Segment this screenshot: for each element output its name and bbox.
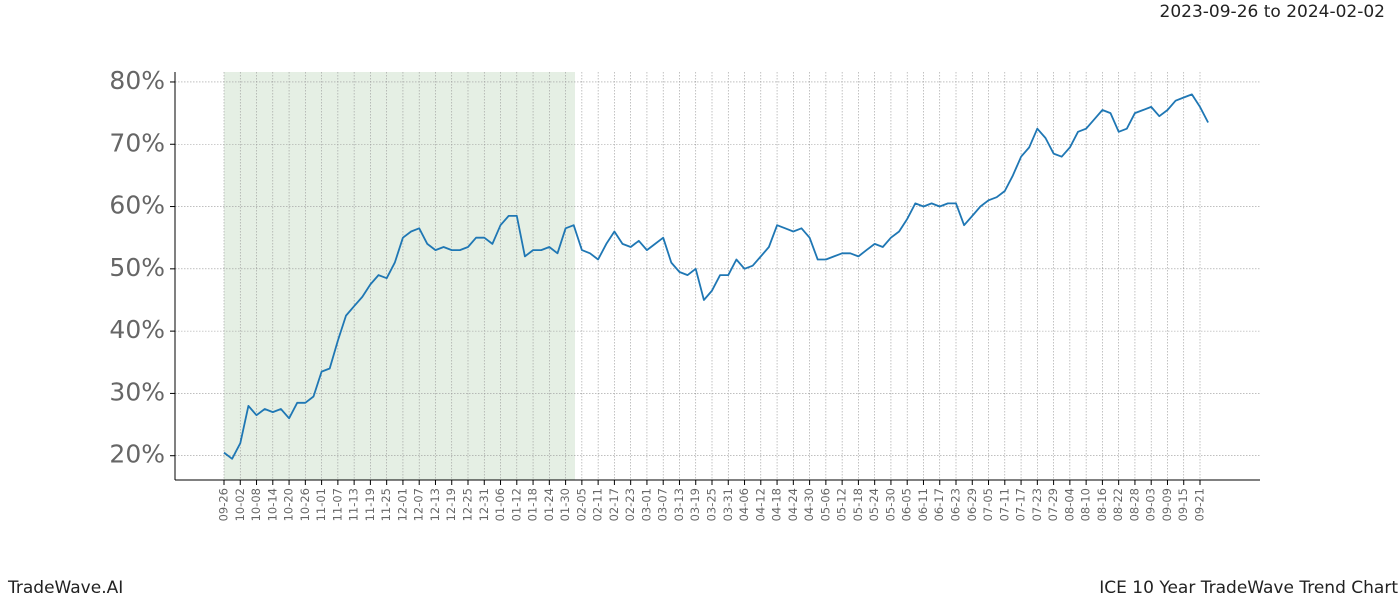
y-tick-label: 80% [109, 66, 165, 95]
x-tick-label: 12-13 [428, 488, 442, 521]
x-tick-label: 04-12 [753, 488, 767, 521]
x-tick-label: 05-12 [835, 488, 849, 521]
x-tick-label: 11-07 [330, 488, 344, 521]
x-tick-label: 09-03 [1144, 488, 1158, 521]
x-tick-label: 06-17 [932, 488, 946, 521]
x-tick-label: 01-18 [526, 488, 540, 521]
x-tick-label: 10-20 [282, 488, 296, 521]
x-tick-label: 12-19 [444, 488, 458, 521]
x-tick-label: 08-28 [1127, 488, 1141, 521]
x-tick-label: 07-11 [997, 488, 1011, 521]
x-tick-label: 03-25 [705, 488, 719, 521]
x-tick-label: 05-24 [867, 488, 881, 521]
x-tick-label: 09-15 [1176, 488, 1190, 521]
x-tick-label: 07-29 [1046, 488, 1060, 521]
x-tick-label: 03-19 [688, 488, 702, 521]
x-tick-label: 05-06 [818, 488, 832, 521]
y-tick-label: 20% [109, 440, 165, 469]
x-tick-label: 01-06 [493, 488, 507, 521]
x-tick-label: 08-10 [1079, 488, 1093, 521]
x-tick-label: 10-14 [265, 488, 279, 521]
x-tick-label: 02-05 [574, 488, 588, 521]
x-tick-label: 08-16 [1095, 488, 1109, 521]
x-tick-label: 03-01 [639, 488, 653, 521]
x-tick-label: 02-11 [591, 488, 605, 521]
x-tick-label: 05-30 [883, 488, 897, 521]
x-tick-label: 06-05 [900, 488, 914, 521]
highlight-region [224, 72, 575, 480]
x-tick-label: 01-24 [542, 488, 556, 521]
x-tick-label: 04-18 [770, 488, 784, 521]
footer-left: TradeWave.AI [7, 578, 123, 598]
x-tick-label: 02-23 [623, 488, 637, 521]
x-tick-label: 08-04 [1062, 488, 1076, 521]
x-tick-label: 07-17 [1014, 488, 1028, 521]
x-tick-label: 06-23 [949, 488, 963, 521]
x-tick-label: 07-05 [981, 488, 995, 521]
y-tick-label: 60% [109, 191, 165, 220]
x-tick-label: 03-31 [721, 488, 735, 521]
y-tick-label: 30% [109, 377, 165, 406]
y-tick-label: 50% [109, 253, 165, 282]
trend-line [223, 93, 1209, 460]
x-tick-label: 04-30 [802, 488, 816, 521]
x-tick-label: 10-26 [298, 488, 312, 521]
x-tick-label: 04-24 [786, 488, 800, 521]
x-tick-label: 02-17 [607, 488, 621, 521]
x-tick-label: 08-22 [1111, 488, 1125, 521]
x-tick-label: 09-21 [1193, 488, 1207, 521]
x-tick-label: 09-26 [217, 488, 231, 521]
x-tick-label: 11-01 [314, 488, 328, 521]
footer-right: ICE 10 Year TradeWave Trend Chart [1099, 578, 1398, 598]
x-tick-label: 12-01 [395, 488, 409, 521]
x-tick-label: 11-19 [363, 488, 377, 521]
y-tick-label: 40% [109, 315, 165, 344]
x-tick-label: 01-12 [509, 488, 523, 521]
x-tick-label: 12-31 [477, 488, 491, 521]
x-tick-label: 07-23 [1030, 488, 1044, 521]
x-tick-label: 05-18 [851, 488, 865, 521]
x-tick-label: 12-25 [461, 488, 475, 521]
x-tick-label: 11-13 [347, 488, 361, 521]
x-tick-label: 03-13 [672, 488, 686, 521]
x-tick-label: 04-06 [737, 488, 751, 521]
x-tick-label: 06-11 [916, 488, 930, 521]
x-tick-label: 09-09 [1160, 488, 1174, 521]
x-tick-label: 12-07 [412, 488, 426, 521]
y-tick-label: 70% [109, 128, 165, 157]
x-tick-label: 11-25 [379, 488, 393, 521]
x-tick-label: 10-02 [233, 488, 247, 521]
x-tick-label: 06-29 [965, 488, 979, 521]
chart-title: 2023-09-26 to 2024-02-02 [1160, 2, 1385, 22]
x-tick-label: 10-08 [249, 488, 263, 521]
x-tick-label: 01-30 [558, 488, 572, 521]
x-tick-label: 03-07 [656, 488, 670, 521]
